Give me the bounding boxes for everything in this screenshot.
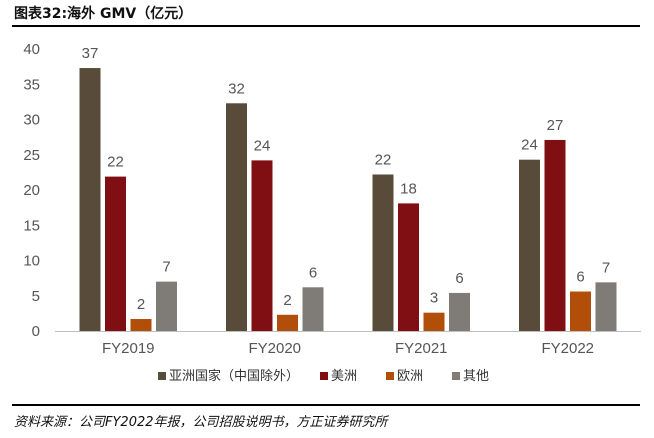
bar (226, 103, 247, 331)
data-label: 24 (521, 137, 538, 154)
chart-title: 图表32:海外 GMV（亿元） (14, 6, 193, 22)
x-tick-label: FY2021 (395, 340, 448, 357)
top-rule (12, 25, 640, 27)
data-label: 24 (254, 137, 271, 154)
data-label: 27 (547, 117, 564, 134)
bar (105, 176, 126, 331)
bar (519, 159, 540, 331)
data-label: 32 (228, 80, 245, 97)
data-label: 22 (107, 154, 124, 171)
y-tick-label: 40 (23, 41, 40, 58)
legend-label: 美洲 (331, 369, 357, 384)
data-label: 22 (375, 151, 392, 168)
bar (544, 139, 566, 331)
y-tick-label: 15 (23, 217, 40, 234)
bar (79, 68, 101, 331)
legend-label: 亚洲国家（中国除外） (169, 368, 299, 384)
bar-chart: 0 5 10 15 20 25 30 35 40 FY2019 FY2020 FY2021 FY202… (23, 41, 641, 384)
data-label: 6 (455, 270, 463, 287)
y-tick-label: 0 (32, 323, 40, 340)
bar (570, 291, 591, 331)
y-tick-label: 20 (23, 182, 40, 199)
x-axis: FY2019 FY2020 FY2021 FY2022 (55, 331, 641, 357)
y-tick-label: 30 (23, 112, 40, 129)
x-tick-label: FY2022 (541, 340, 594, 357)
x-tick-label: FY2019 (102, 340, 155, 357)
bar (595, 282, 617, 331)
data-label: 2 (137, 296, 145, 313)
y-tick-label: 10 (23, 253, 40, 270)
data-label: 37 (82, 45, 99, 62)
data-label: 2 (283, 292, 291, 309)
bar (251, 160, 273, 331)
y-tick-label: 5 (32, 288, 40, 305)
y-tick-label: 35 (23, 76, 40, 93)
data-label: 6 (576, 269, 584, 286)
bar (398, 203, 419, 331)
legend-swatch (320, 372, 328, 380)
data-label: 7 (162, 259, 170, 276)
y-tick-label: 25 (23, 147, 40, 164)
bar (277, 314, 298, 331)
x-tick-label: FY2020 (248, 340, 301, 357)
legend-label: 其他 (463, 369, 489, 384)
source-note: 资料来源：公司FY2022年报，公司招股说明书，方正证券研究所 (14, 415, 388, 430)
legend-swatch (452, 372, 460, 380)
data-label: 6 (309, 264, 317, 281)
bar (302, 287, 324, 331)
legend-label: 欧洲 (397, 369, 423, 384)
bar (449, 292, 470, 331)
bar (423, 312, 445, 331)
legend-swatch (386, 372, 394, 380)
legend-swatch (158, 372, 166, 380)
data-label: 3 (430, 290, 438, 307)
legend: 亚洲国家（中国除外） 美洲 欧洲 其他 (158, 368, 489, 384)
data-label: 7 (602, 259, 610, 276)
y-axis: 0 5 10 15 20 25 30 35 40 (23, 41, 40, 340)
bar (156, 281, 177, 331)
bottom-rule (12, 404, 640, 406)
bar (372, 174, 394, 331)
bars (79, 68, 617, 331)
data-label: 18 (400, 180, 417, 197)
bar (130, 319, 152, 331)
